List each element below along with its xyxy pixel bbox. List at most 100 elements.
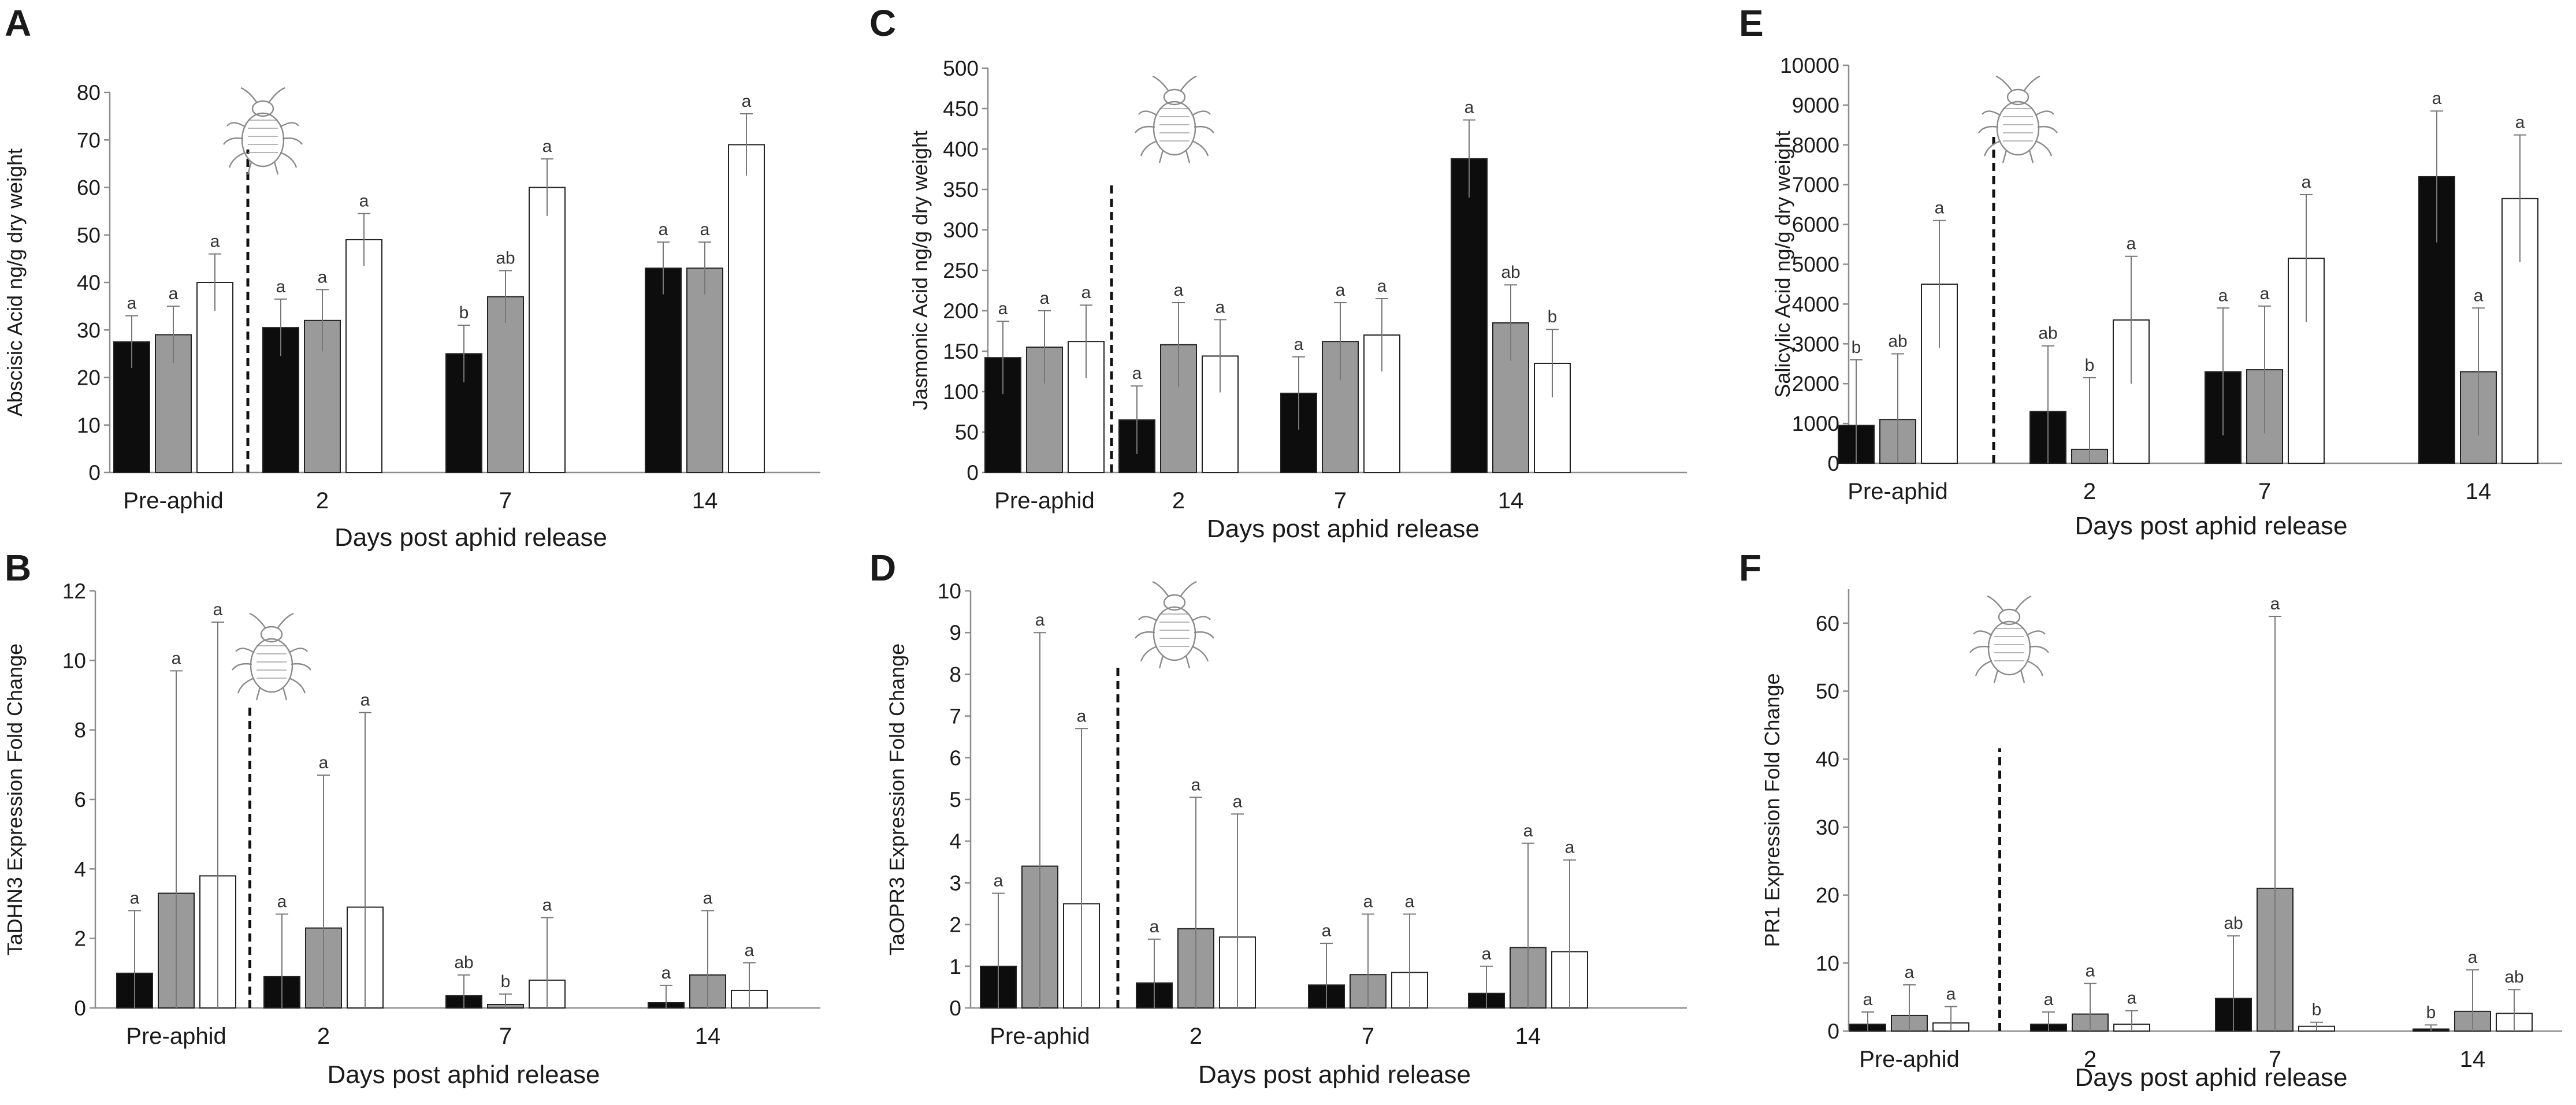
significance-letter: a	[277, 892, 287, 911]
y-tick-label: 500	[943, 57, 979, 80]
significance-letter: a	[659, 220, 668, 239]
x-category-label: Pre-aphid	[1859, 1047, 1959, 1072]
significance-letter: ab	[2224, 914, 2243, 933]
x-category-label: 2	[316, 488, 329, 514]
significance-letter: b	[1548, 307, 1558, 326]
y-tick-label: 1	[949, 955, 961, 978]
x-axis-title: Days post aphid release	[2075, 512, 2347, 540]
significance-letter: a	[210, 232, 220, 251]
significance-letter: ab	[1888, 332, 1907, 351]
aphid-leg	[1135, 631, 1155, 639]
aphid-leg	[1140, 645, 1158, 662]
significance-letter: a	[542, 896, 552, 915]
significance-letter: a	[2302, 173, 2311, 192]
aphid-leg	[240, 87, 258, 103]
aphid-leg	[1975, 660, 1993, 676]
y-tick-label: 7000	[1792, 173, 1839, 197]
panel-letter: F	[1739, 547, 1761, 589]
y-tick-label: 20	[77, 366, 101, 390]
y-tick-label: 0	[967, 461, 979, 485]
aphid-body	[1153, 101, 1196, 156]
x-axis-title: Days post aphid release	[334, 523, 607, 552]
aphid-body	[250, 638, 293, 693]
y-tick-label: 4	[949, 829, 961, 853]
x-axis-title: Days post aphid release	[1198, 1061, 1471, 1089]
aphid-leg	[228, 151, 246, 168]
chart-panel-a: A 0 10 20 30 40 50 60 70 80 Abscisic Acid ng/g dry…	[3, 2, 820, 552]
significance-letter: a	[360, 691, 370, 710]
y-tick-label: 50	[955, 421, 979, 444]
y-tick-label: 3	[949, 871, 961, 895]
aphid-leg	[232, 663, 252, 671]
panel-letter: A	[5, 2, 31, 44]
significance-letter: a	[169, 284, 179, 303]
chart-panel-c: C 0 50 100 150 200 250 300 350 400 450 500 Jasmonic …	[869, 2, 1687, 543]
x-category-label: 2	[317, 1024, 330, 1049]
significance-letter: ab	[2504, 968, 2523, 987]
significance-letter: ab	[454, 953, 473, 972]
chart-panel-e: E 0 1000 2000 3000 4000 5000 6000 7000 8000 9000 10…	[1739, 2, 2562, 540]
significance-letter: a	[2432, 89, 2442, 108]
significance-letter: a	[661, 963, 671, 983]
aphid-leg	[1191, 110, 1211, 117]
y-tick-label: 6	[74, 788, 86, 812]
significance-letter: a	[1132, 364, 1142, 383]
y-axis-title: Jasmonic Acid ng/g dry weight	[908, 131, 932, 410]
chart-panel-b: B 0 2 4 6 8 10 12 TaDHN3 Expression Fold Change D…	[3, 547, 820, 1089]
y-tick-label: 0	[74, 996, 86, 1020]
significance-letter: a	[700, 220, 710, 239]
aphid-icon	[232, 612, 311, 701]
y-tick-label: 70	[77, 128, 101, 152]
aphid-head	[1163, 594, 1186, 611]
significance-letter: a	[1565, 838, 1575, 857]
aphid-leg	[255, 687, 261, 701]
significance-letter: a	[1174, 281, 1184, 300]
significance-letter: a	[1464, 98, 1474, 117]
aphid-leg	[226, 122, 246, 128]
x-category-label: 2	[2084, 1047, 2097, 1072]
aphid-leg	[1180, 75, 1197, 92]
significance-letter: a	[1081, 283, 1091, 302]
significance-letter: a	[998, 299, 1008, 318]
x-category-label: 14	[1515, 1024, 1541, 1049]
aphid-leg	[273, 161, 279, 175]
x-category-label: 7	[2258, 479, 2271, 504]
y-tick-label: 60	[1816, 612, 1839, 635]
panel-letter: C	[869, 2, 896, 44]
significance-letter: a	[319, 753, 329, 772]
aphid-icon	[1135, 581, 1214, 669]
significance-letter: ab	[2038, 324, 2057, 343]
bar	[155, 334, 192, 473]
aphid-leg	[1983, 140, 2001, 157]
y-tick-label: 10	[938, 579, 961, 603]
aphid-leg	[1140, 140, 1158, 157]
y-tick-label: 6000	[1792, 213, 1839, 237]
significance-letter: a	[127, 294, 137, 313]
aphid-leg	[268, 87, 285, 103]
x-axis-title: Days post aphid release	[1207, 515, 1480, 543]
aphid-leg	[2026, 660, 2044, 676]
y-tick-label: 40	[1816, 747, 1839, 771]
significance-letter: a	[130, 889, 140, 908]
x-category-label: 7	[499, 488, 512, 514]
y-tick-label: 4	[74, 857, 86, 881]
significance-letter: a	[745, 941, 754, 960]
aphid-leg	[1191, 645, 1209, 662]
significance-letter: a	[1482, 944, 1492, 963]
y-tick-label: 1000	[1792, 412, 1839, 436]
significance-letter: b	[1852, 338, 1861, 357]
significance-letter: a	[318, 267, 328, 287]
y-tick-label: 400	[943, 137, 979, 161]
aphid-leg	[1969, 645, 1990, 653]
y-tick-label: 80	[77, 81, 101, 105]
x-category-label: 14	[2466, 479, 2492, 504]
significance-letter: a	[2086, 962, 2095, 981]
panel-letter: B	[5, 547, 31, 589]
significance-letter: a	[1336, 281, 1345, 300]
y-tick-label: 250	[943, 259, 979, 282]
aphid-leg	[2014, 595, 2032, 612]
bar	[345, 239, 382, 473]
aphid-leg	[2028, 645, 2049, 653]
aphid-leg	[2035, 110, 2054, 117]
aphid-leg	[2023, 75, 2040, 92]
